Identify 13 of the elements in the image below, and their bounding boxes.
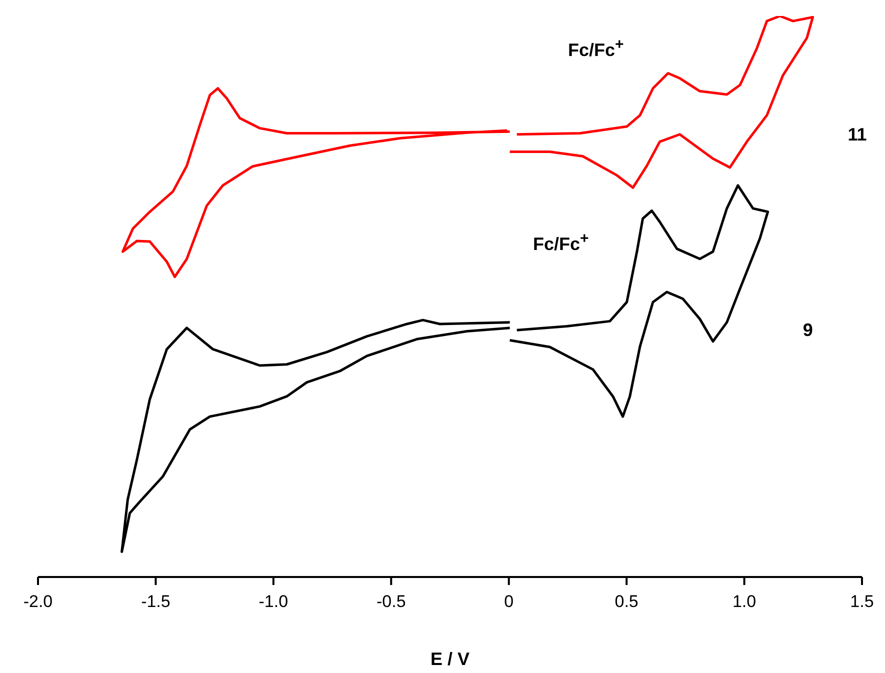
x-tick-label: 1.5 (850, 592, 874, 612)
text: 11 (848, 124, 867, 144)
x-tick-label: 1.0 (732, 592, 756, 612)
x-tick-label: -1.0 (258, 592, 288, 612)
x-tick-label: -0.5 (376, 592, 406, 612)
x-axis-title: E / V (430, 649, 470, 669)
x-tick-label: 0.5 (614, 592, 638, 612)
x-tick-label: -2.0 (23, 592, 53, 612)
x-tick-label: 0 (504, 592, 514, 612)
annotation: Fc/Fc$^{+}$ (568, 36, 624, 61)
annotation: Fc/Fc$^{+}$ (533, 230, 589, 255)
x-tick-label: -1.5 (141, 592, 170, 612)
text: 9 (802, 320, 813, 340)
